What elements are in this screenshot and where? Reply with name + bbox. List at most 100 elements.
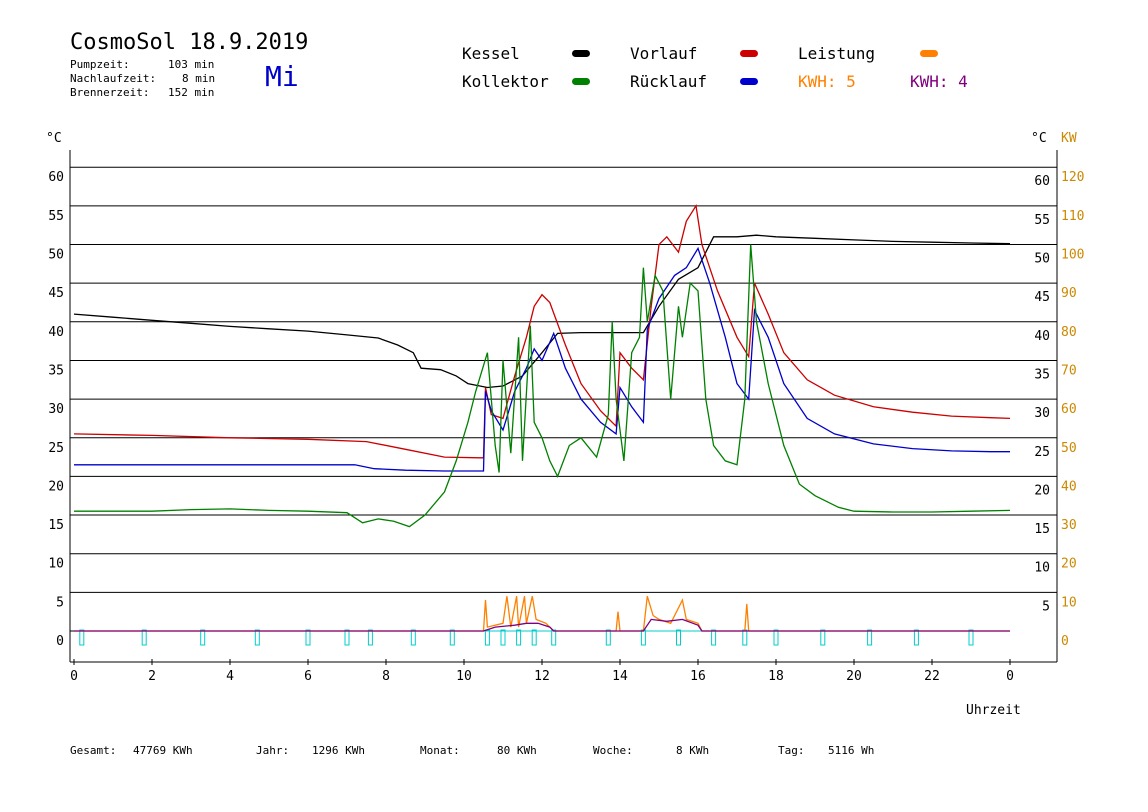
y-tick-label-right: 60: [1034, 174, 1050, 189]
pump-marker: [254, 629, 260, 646]
legend-vorlauf-swatch: [740, 50, 758, 57]
y-tick-label-right: 20: [1034, 483, 1050, 498]
series-line-vorlauf: [73, 203, 1011, 459]
legend-ruecklauf: Rücklauf: [630, 72, 708, 91]
kw-tick-label: 0: [1061, 634, 1069, 649]
legend-leistung-swatch: [920, 50, 938, 57]
pump-marker: [867, 629, 873, 646]
x-tick-label: 22: [924, 669, 940, 684]
x-tick-label: 2: [148, 669, 156, 684]
kw-tick-label: 30: [1061, 518, 1077, 533]
y-tick-label-left: 20: [48, 479, 64, 494]
series-line-leistung: [74, 596, 1010, 632]
pump-marker: [968, 629, 974, 646]
y-tick-label-left: 35: [48, 363, 64, 378]
y-tick-label-left: 30: [48, 402, 64, 417]
legend-kessel: Kessel: [462, 44, 520, 63]
kw-tick-label: 60: [1061, 402, 1077, 417]
pump-marker: [913, 629, 919, 646]
jahr-label: Jahr:: [256, 744, 290, 757]
brennerzeit-label: Brennerzeit:: [70, 86, 150, 99]
series-line-kessel: [73, 234, 1011, 389]
legend-leistung: Leistung: [798, 44, 876, 63]
y-tick-label-left: 5: [56, 595, 64, 610]
pump-marker: [820, 629, 826, 646]
legend-kessel-swatch: [572, 50, 590, 57]
legend-vorlauf: Vorlauf: [630, 44, 698, 63]
series-line-kwh: [74, 618, 1010, 632]
kw-tick-label: 10: [1061, 595, 1077, 610]
y-tick-label-right: 50: [1034, 252, 1050, 267]
y-tick-label-right: 35: [1034, 367, 1050, 382]
x-tick-label: 6: [304, 669, 312, 684]
y-tick-label-left: 60: [48, 170, 64, 185]
gesamt-label: Gesamt:: [70, 744, 117, 757]
pumpzeit-label: Pumpzeit:: [70, 58, 130, 71]
pump-marker: [676, 629, 681, 646]
woche-value: 8 KWh: [676, 744, 710, 757]
y-tick-label-right: 40: [1034, 329, 1050, 344]
kw-tick-label: 40: [1061, 479, 1077, 494]
kw-tick-label: 50: [1061, 441, 1077, 456]
nachlaufzeit-value: 8 min: [182, 72, 216, 85]
x-tick-label: 16: [690, 669, 706, 684]
gesamt-value: 47769 KWh: [133, 744, 193, 757]
x-tick-label: 20: [846, 669, 862, 684]
pump-marker: [484, 629, 490, 646]
pump-marker: [551, 629, 557, 646]
y-tick-label-right: 30: [1034, 406, 1050, 421]
y-tick-label-left: 25: [48, 441, 64, 456]
pump-marker: [344, 629, 350, 646]
y-tick-label-left: 40: [48, 325, 64, 340]
x-tick-label: 10: [456, 669, 472, 684]
pump-marker: [367, 629, 373, 646]
kw-tick-label: 70: [1061, 363, 1077, 378]
pumpzeit-value: 103 min: [168, 58, 215, 71]
legend-kollektor-swatch: [572, 78, 590, 85]
pump-marker: [141, 629, 147, 646]
legend-ruecklauf-swatch: [740, 78, 758, 85]
pump-marker: [449, 629, 455, 646]
pump-marker: [305, 629, 311, 646]
legend-kollektor: Kollektor: [462, 72, 549, 91]
y-tick-label-left: 0: [56, 634, 64, 649]
tag-label: Tag:: [778, 744, 805, 757]
pump-marker: [773, 629, 779, 646]
kw-tick-label: 120: [1061, 170, 1084, 185]
y-tick-label-right: 25: [1034, 445, 1050, 460]
y-tick-label-right: 10: [1034, 561, 1050, 576]
y-axis-unit-right: °C: [1031, 131, 1047, 146]
nachlaufzeit-label: Nachlaufzeit:: [70, 72, 157, 85]
pump-marker: [640, 629, 646, 646]
pump-marker: [500, 629, 506, 646]
y-tick-label-left: 50: [48, 248, 64, 263]
pump-marker: [79, 629, 85, 646]
y-tick-label-left: 10: [48, 557, 64, 572]
pump-marker: [742, 629, 748, 646]
tag-value: 5116 Wh: [828, 744, 875, 757]
kw-tick-label: 100: [1061, 248, 1084, 263]
brennerzeit-value: 152 min: [168, 86, 215, 99]
y-tick-label-left: 15: [48, 518, 64, 533]
kw-tick-label: 80: [1061, 325, 1077, 340]
y-tick-label-left: 45: [48, 286, 64, 301]
kw-tick-label: 110: [1061, 209, 1084, 224]
pump-marker: [531, 629, 537, 646]
weekday-label: Mi: [265, 60, 299, 93]
y-tick-label-right: 55: [1034, 213, 1050, 228]
series-line-kollektor: [74, 244, 1011, 528]
x-tick-label: 8: [382, 669, 390, 684]
kw-tick-label: 20: [1061, 557, 1077, 572]
pump-marker: [711, 629, 717, 646]
woche-label: Woche:: [593, 744, 633, 757]
x-tick-label: 0: [70, 669, 78, 684]
pump-marker: [200, 629, 206, 646]
x-tick-label: 14: [612, 669, 628, 684]
y-tick-label-right: 15: [1034, 522, 1050, 537]
y-axis-unit-left: °C: [46, 131, 62, 146]
x-tick-label: 12: [534, 669, 550, 684]
monat-value: 80 KWh: [497, 744, 537, 757]
legend-kwh-purple: KWH: 4: [910, 72, 968, 91]
monat-label: Monat:: [420, 744, 460, 757]
